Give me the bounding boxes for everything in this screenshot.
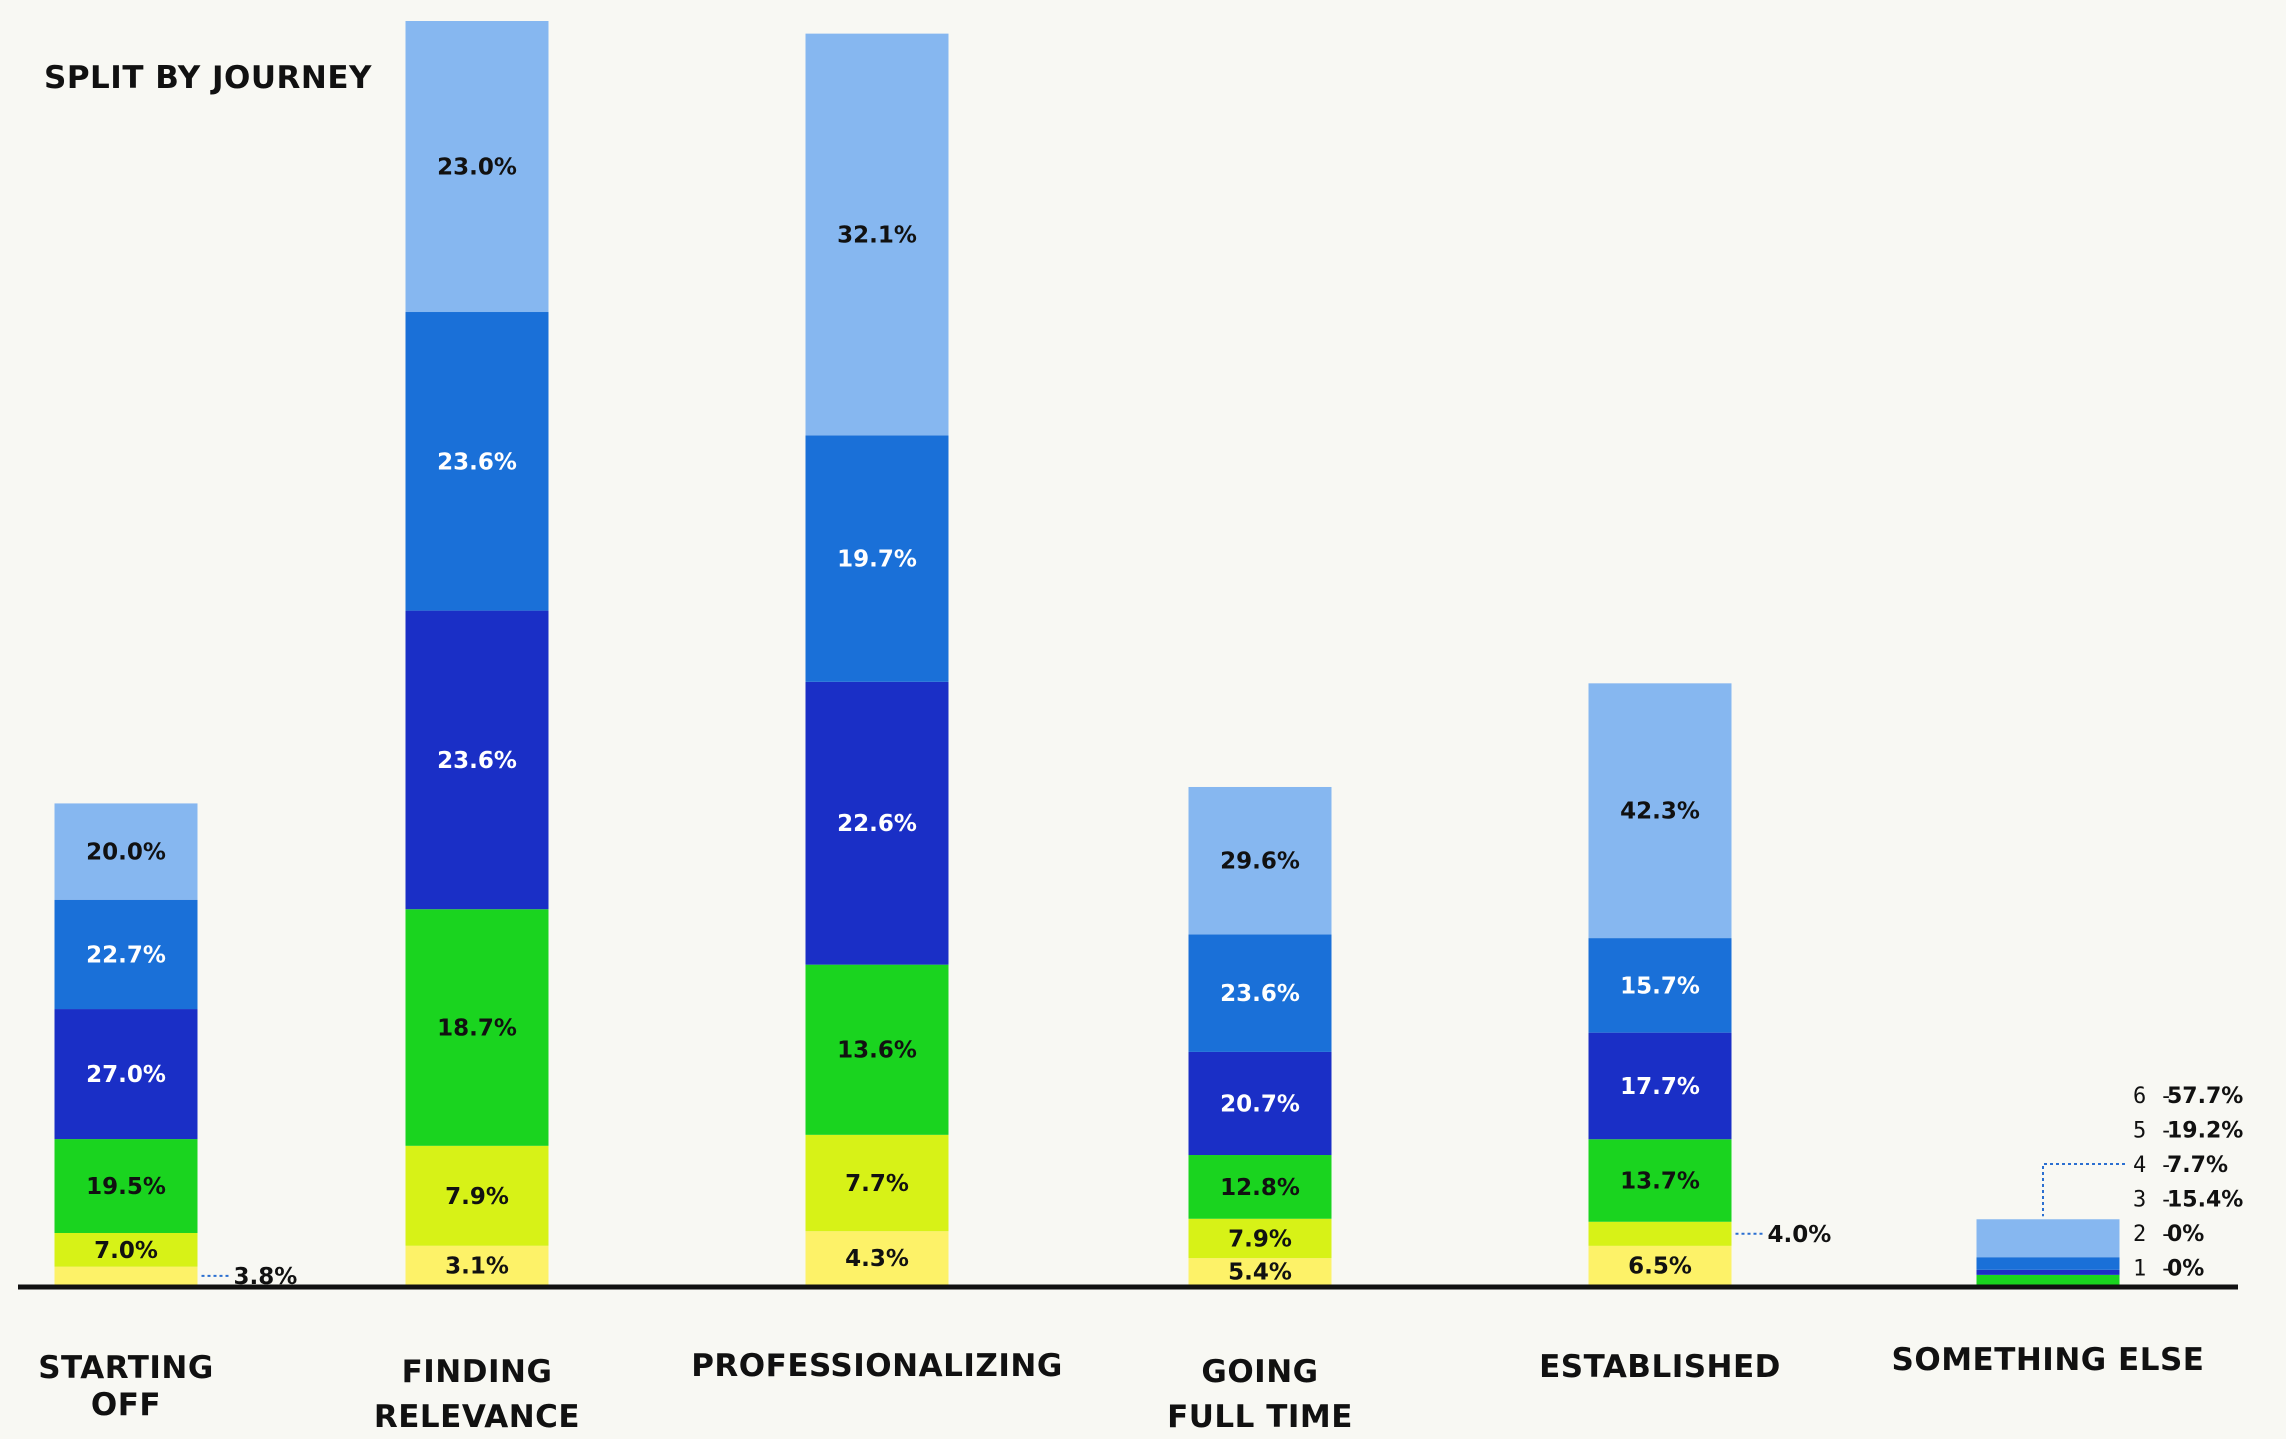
category-label: GOING: [1201, 1354, 1318, 1390]
bar-segment: [1188, 934, 1332, 1052]
bar-segment: [1976, 1269, 2120, 1275]
category-label: FINDING: [402, 1354, 553, 1390]
legend-level: 5 -: [2133, 1119, 2173, 1144]
legend-connector: [2042, 1163, 2125, 1217]
data-label: 4.0%: [1768, 1222, 1832, 1248]
data-label: 6.5%: [1628, 1253, 1692, 1279]
bar-segment: [1188, 1258, 1332, 1285]
bar-segment: [405, 1245, 549, 1285]
bar-segment: [1188, 1218, 1332, 1259]
legend-level: 3 -: [2133, 1188, 2173, 1213]
data-label: 13.6%: [837, 1038, 917, 1064]
bar-segment: [805, 435, 949, 682]
bar-segment: [1188, 1155, 1332, 1219]
bar-segment: [1976, 1274, 2120, 1285]
data-label: 15.7%: [1620, 973, 1700, 999]
data-label: 18.7%: [437, 1016, 517, 1042]
chart-title: SPLIT BY JOURNEY: [44, 60, 372, 96]
data-label: 13.7%: [1620, 1169, 1700, 1195]
legend-value: 19.2%: [2167, 1119, 2243, 1144]
category-label: PROFESSIONALIZING: [691, 1348, 1063, 1384]
legend-value: 0%: [2167, 1257, 2204, 1282]
bar-segment: [54, 803, 198, 900]
data-label: 7.9%: [445, 1184, 509, 1210]
data-label: 20.0%: [86, 840, 166, 866]
bar-segment: [1188, 1051, 1332, 1156]
bar-segment: [405, 21, 549, 313]
legend-value: 15.4%: [2167, 1188, 2243, 1213]
bar-segment: [405, 909, 549, 1146]
legend-value: 0%: [2167, 1222, 2204, 1247]
bar-segment: [54, 1266, 198, 1285]
bar-segment: [805, 964, 949, 1135]
bar-segment: [805, 1231, 949, 1285]
bar-segment: [1976, 1219, 2120, 1258]
bar-segment: [805, 33, 949, 436]
data-label: 7.7%: [845, 1171, 909, 1197]
data-label: 23.0%: [437, 155, 517, 181]
bar-segment: [1188, 786, 1332, 935]
legend-level: 6 -: [2133, 1084, 2173, 1109]
data-label: 5.4%: [1228, 1260, 1292, 1286]
data-label: 23.6%: [437, 449, 517, 475]
bar-segment: [54, 1139, 198, 1233]
bar-segment: [54, 1232, 198, 1267]
data-label: 19.5%: [86, 1174, 166, 1200]
legend-level: 2 -: [2133, 1222, 2173, 1247]
bar-segment: [1588, 938, 1732, 1033]
bar-segment: [405, 312, 549, 611]
category-label: ESTABLISHED: [1539, 1349, 1781, 1385]
category-label: SOMETHING ELSE: [1892, 1342, 2205, 1378]
category-label: FULL TIME: [1167, 1399, 1353, 1435]
legend-level: 4 -: [2133, 1153, 2173, 1178]
bar-segment: [1588, 1139, 1732, 1222]
category-label: STARTING: [38, 1350, 214, 1386]
bar-segment: [54, 1009, 198, 1140]
bar-segment: [1588, 1245, 1732, 1285]
data-label: 27.0%: [86, 1062, 166, 1088]
data-label: 7.9%: [1228, 1226, 1292, 1252]
legend-value: 57.7%: [2167, 1084, 2243, 1109]
bar-segment: [1976, 1257, 2120, 1270]
bar-segment: [405, 1145, 549, 1246]
data-label: 4.3%: [845, 1246, 909, 1272]
data-label: 19.7%: [837, 547, 917, 573]
bar-segment: [1588, 1221, 1732, 1246]
data-label: 22.6%: [837, 811, 917, 837]
category-label: OFF: [91, 1387, 161, 1423]
legend-value: 7.7%: [2167, 1153, 2228, 1178]
data-label: 42.3%: [1620, 799, 1700, 825]
data-label: 7.0%: [94, 1238, 158, 1264]
data-label: 17.7%: [1620, 1074, 1700, 1100]
bar-segment: [1588, 683, 1732, 939]
data-label: 32.1%: [837, 222, 917, 248]
data-label: 23.6%: [437, 748, 517, 774]
data-label: 20.7%: [1220, 1091, 1300, 1117]
legend-level: 1 -: [2133, 1257, 2173, 1282]
bar-segment: [805, 681, 949, 965]
data-label: 3.1%: [445, 1253, 509, 1279]
bar-segment: [54, 899, 198, 1010]
data-label: 12.8%: [1220, 1175, 1300, 1201]
data-label: 23.6%: [1220, 981, 1300, 1007]
bar-segment: [1588, 1032, 1732, 1140]
category-label: RELEVANCE: [374, 1399, 580, 1435]
bar-segment: [405, 610, 549, 910]
bar-segment: [805, 1134, 949, 1232]
data-label: 22.7%: [86, 942, 166, 968]
data-label: 29.6%: [1220, 849, 1300, 875]
